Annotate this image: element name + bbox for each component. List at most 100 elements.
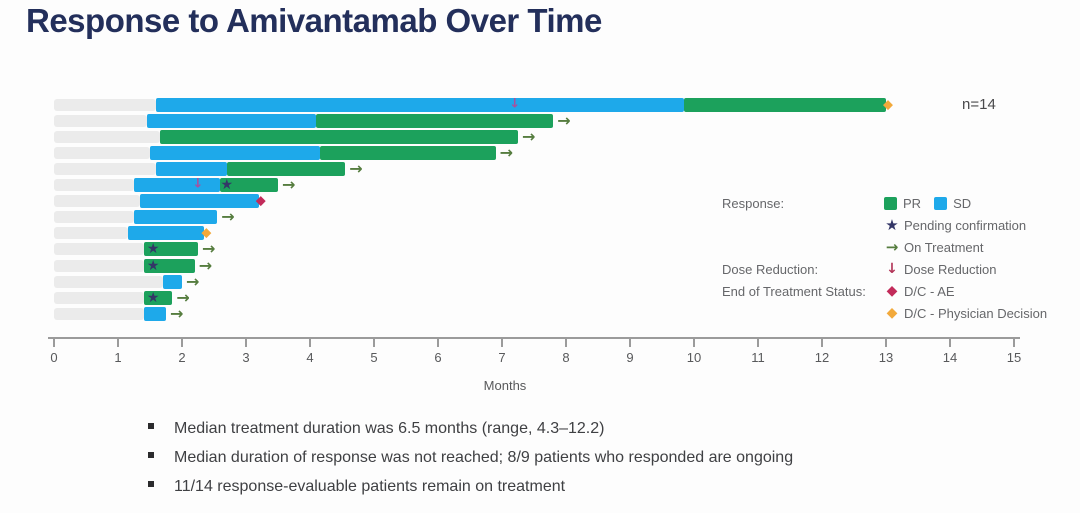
axis-tick-label: 12 (814, 350, 830, 365)
response-segment-sd (143, 306, 166, 321)
pretreatment-track (54, 163, 157, 176)
on-treatment-arrow-icon: → (202, 239, 216, 259)
dc-physician-diamond-icon: ◆ (883, 97, 893, 113)
axis-tick-label: 10 (686, 350, 702, 365)
response-segment-pr (684, 98, 886, 112)
pretreatment-track (54, 179, 134, 192)
on-treatment-arrow-icon: → (198, 255, 213, 275)
axis-tick (373, 339, 375, 347)
legend-row-dc-physician: ◆ D/C - Physician Decision (722, 302, 1060, 324)
legend-item-label: D/C - Physician Decision (904, 305, 1048, 321)
summary-bullets: Median treatment duration was 6.5 months… (148, 420, 793, 507)
axis-tick-label: 8 (562, 350, 570, 365)
legend-row-response: Response: PR SD (722, 192, 1060, 214)
axis-tick (693, 339, 695, 347)
n-count-label: n=14 (962, 96, 996, 113)
axis-tick (437, 339, 439, 347)
response-segment-pr (143, 242, 198, 257)
bullet-median-response: Median duration of response was not reac… (148, 449, 793, 467)
pending-confirmation-star-icon: ★ (146, 241, 160, 258)
pretreatment-track (54, 147, 150, 160)
response-segment-pr (319, 146, 496, 161)
pr-swatch-icon (884, 196, 897, 210)
bullet-square-icon (148, 452, 154, 458)
pending-confirmation-star-icon: ★ (220, 177, 234, 194)
axis-tick-label: 3 (242, 350, 250, 365)
pending-confirmation-star-icon: ★ (885, 215, 899, 234)
axis-tick (53, 339, 55, 347)
bullet-square-icon (148, 481, 154, 487)
legend-group-response: Response: (722, 195, 785, 211)
on-treatment-arrow-icon: → (282, 175, 296, 195)
bullet-text: Median treatment duration was 6.5 months… (174, 420, 605, 437)
axis-tick (117, 339, 119, 347)
axis-tick-label: 4 (306, 350, 314, 365)
response-segment-pr (316, 114, 554, 129)
response-segment-pr (226, 162, 346, 177)
axis-tick-label: 13 (878, 350, 894, 365)
page-title: Response to Amivantamab Over Time (26, 2, 602, 39)
dose-reduction-arrow-icon: ↓ (509, 96, 521, 112)
bullet-square-icon (148, 423, 154, 429)
axis-tick (565, 339, 567, 347)
legend-item-label: Pending confirmation (904, 217, 1027, 233)
axis-tick-label: 6 (434, 350, 442, 365)
legend-item-pending: ★ Pending confirmation (884, 215, 1027, 234)
legend-item-label: SD (953, 195, 972, 211)
on-treatment-arrow-icon: → (170, 303, 184, 323)
axis-tick-label: 5 (370, 350, 378, 365)
axis-tick-label: 9 (626, 350, 634, 365)
pretreatment-track (54, 243, 144, 256)
bullet-remaining-on-treatment: 11/14 response-evaluable patients remain… (148, 478, 793, 496)
legend-item-dc-ae: ◆ D/C - AE (884, 284, 955, 299)
on-treatment-arrow-icon: → (186, 271, 200, 291)
dc-ae-diamond-icon: ◆ (255, 193, 266, 209)
axis-tick-label: 0 (50, 350, 58, 365)
axis-tick (821, 339, 823, 347)
bullet-median-duration: Median treatment duration was 6.5 months… (148, 420, 793, 438)
axis-tick (309, 339, 311, 347)
response-segment-sd (127, 226, 205, 241)
legend-row-dose-reduction: Dose Reduction: ↓ Dose Reduction (722, 258, 1060, 280)
axis-tick-label: 1 (114, 350, 122, 365)
dc-physician-diamond-icon: ◆ (201, 225, 212, 241)
x-axis-line (48, 337, 1020, 339)
dose-reduction-arrow-icon: ↓ (886, 261, 898, 277)
on-treatment-arrow-icon: → (522, 127, 536, 147)
pretreatment-track (54, 211, 134, 224)
axis-tick (757, 339, 759, 347)
legend-item-on-treatment: → On Treatment (884, 239, 984, 255)
legend-item-label: Dose Reduction (904, 261, 997, 277)
pretreatment-track (54, 307, 144, 320)
response-segment-sd (150, 146, 320, 161)
legend-group-dose-reduction: Dose Reduction: (722, 261, 819, 277)
on-treatment-arrow-icon: → (349, 159, 363, 179)
on-treatment-arrow-icon: → (499, 143, 513, 163)
on-treatment-arrow-icon: → (557, 111, 571, 131)
response-segment-pr (143, 290, 173, 305)
legend-item-dose-reduction: ↓ Dose Reduction (884, 261, 997, 277)
legend-group-end-of-treatment: End of Treatment Status: (722, 283, 866, 299)
axis-tick-label: 7 (498, 350, 506, 365)
bullet-text: 11/14 response-evaluable patients remain… (174, 478, 566, 495)
legend-row-dc-ae: End of Treatment Status: ◆ D/C - AE (722, 280, 1060, 302)
swimmer-chart: ↓ ◆ → → → → ↓ ★ → ◆ → ◆ ★ → ★ → → ★ → → 0 1 2 3 4 5 6 7 8 9 10 11 12 13 14… (0, 88, 1080, 398)
axis-tick-label: 2 (178, 350, 186, 365)
response-segment-sd (134, 178, 221, 193)
pretreatment-track (54, 227, 128, 240)
pending-confirmation-star-icon: ★ (146, 289, 160, 306)
pretreatment-track (54, 195, 141, 208)
x-axis-title: Months (483, 378, 527, 393)
axis-tick (885, 339, 887, 347)
response-segment-sd (156, 162, 227, 177)
axis-tick (181, 339, 183, 347)
axis-tick (245, 339, 247, 347)
dose-reduction-arrow-icon: ↓ (192, 176, 204, 192)
axis-tick (629, 339, 631, 347)
response-segment-pr (220, 178, 278, 193)
pending-confirmation-star-icon: ★ (146, 257, 160, 274)
legend-item-sd: SD (934, 196, 971, 211)
axis-tick (949, 339, 951, 347)
legend: Response: PR SD ★ Pending confirmation (722, 192, 1060, 324)
on-treatment-arrow-icon: → (176, 287, 190, 307)
